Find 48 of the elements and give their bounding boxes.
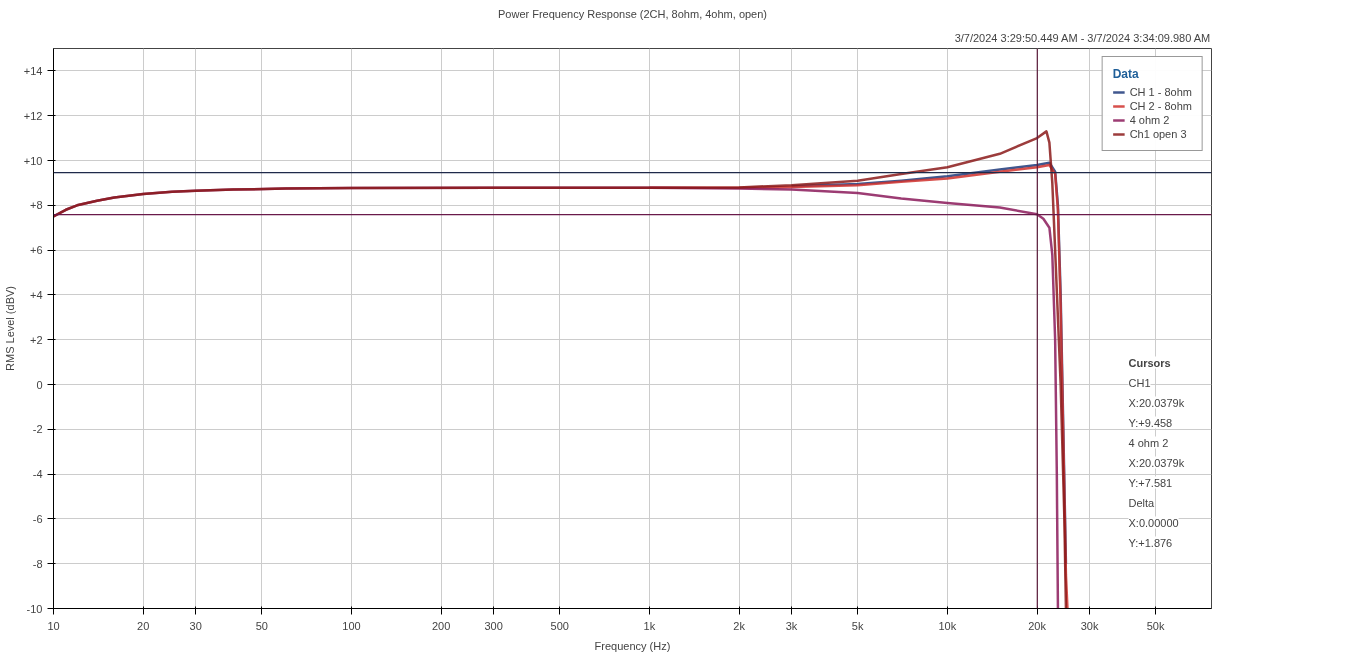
legend-title: Data bbox=[1112, 67, 1140, 81]
annotation: Y:+9.458 bbox=[1128, 416, 1173, 429]
annotation: Delta bbox=[1128, 496, 1156, 509]
annotation: CH1 bbox=[1128, 376, 1151, 389]
annotation: X:20.0379k bbox=[1128, 396, 1185, 409]
y-tick-label: +2 bbox=[29, 333, 43, 346]
annotation: Y:+7.581 bbox=[1128, 476, 1173, 489]
annotation: Y:+1.876 bbox=[1128, 536, 1173, 549]
x-tick-label: 300 bbox=[484, 619, 503, 632]
x-tick-label: 20 bbox=[137, 619, 150, 632]
x-tick-label: 30 bbox=[189, 619, 202, 632]
y-tick-label: -8 bbox=[32, 557, 43, 570]
x-tick-label: 10k bbox=[938, 619, 957, 632]
y-tick-label: +6 bbox=[29, 244, 43, 257]
legend-label: 4 ohm 2 bbox=[1129, 114, 1170, 126]
annotation: Cursors bbox=[1128, 356, 1171, 369]
chart-title: Power Frequency Response (2CH, 8ohm, 4ohm, open) bbox=[497, 7, 768, 20]
y-tick-label: +8 bbox=[29, 199, 43, 212]
x-tick-label: 20k bbox=[1028, 619, 1047, 632]
y-tick-label: -10 bbox=[26, 602, 43, 615]
x-tick-label: 10 bbox=[47, 619, 60, 632]
annotation: X:20.0379k bbox=[1128, 456, 1185, 469]
y-axis-title: RMS Level (dBV) bbox=[3, 286, 16, 371]
y-tick-label: +4 bbox=[29, 288, 43, 301]
y-tick-label: +12 bbox=[23, 109, 43, 122]
x-tick-label: 200 bbox=[431, 619, 451, 632]
y-tick-label: -6 bbox=[32, 512, 43, 525]
x-tick-label: 2k bbox=[733, 619, 746, 632]
x-tick-label: 30k bbox=[1080, 619, 1099, 632]
legend-label: CH 2 - 8ohm bbox=[1129, 100, 1192, 112]
x-tick-label: 3k bbox=[785, 619, 798, 632]
x-tick-label: 500 bbox=[550, 619, 569, 632]
x-axis-title: Frequency (Hz) bbox=[594, 639, 671, 652]
y-tick-label: 0 bbox=[36, 378, 43, 391]
chart-subtitle: 3/7/2024 3:29:50.449 AM - 3/7/2024 3:34:09.980 AM bbox=[954, 31, 1211, 44]
x-tick-label: 50 bbox=[255, 619, 268, 632]
x-tick-label: 1k bbox=[643, 619, 656, 632]
y-tick-label: +10 bbox=[23, 154, 43, 167]
x-tick-label: 100 bbox=[342, 619, 361, 632]
legend-label: Ch1 open 3 bbox=[1129, 128, 1187, 140]
y-tick-label: +14 bbox=[23, 64, 43, 77]
x-tick-label: 5k bbox=[851, 619, 864, 632]
legend-label: CH 1 - 8ohm bbox=[1129, 86, 1192, 98]
x-tick-label: 50k bbox=[1146, 619, 1165, 632]
y-tick-label: -4 bbox=[32, 468, 43, 481]
annotation: X:0.00000 bbox=[1128, 516, 1179, 529]
y-tick-label: -2 bbox=[32, 423, 43, 436]
annotation: 4 ohm 2 bbox=[1128, 436, 1169, 449]
